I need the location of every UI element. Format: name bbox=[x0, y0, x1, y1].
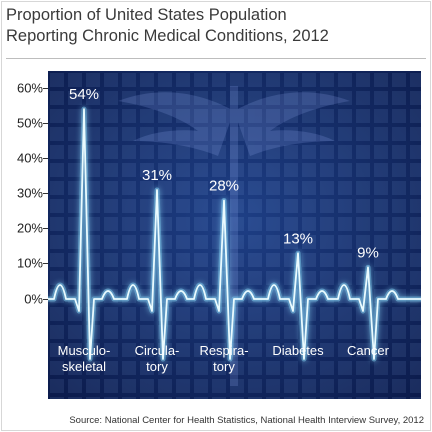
chart-title: Proportion of United States Population R… bbox=[6, 5, 426, 47]
data-label-3: 13% bbox=[283, 230, 313, 247]
chart-title-line-1: Proportion of United States Population bbox=[6, 6, 287, 24]
ecg-waveform-line bbox=[48, 108, 421, 360]
chart-title-line-2: Reporting Chronic Medical Conditions, 20… bbox=[6, 27, 329, 45]
category-label-1-line-0: Circula- bbox=[135, 343, 180, 358]
y-tick-mark-20 bbox=[43, 228, 48, 229]
category-label-1-line-1: tory bbox=[146, 359, 168, 374]
y-tick-label-40: 40% bbox=[16, 150, 43, 166]
y-tick-mark-30 bbox=[43, 193, 48, 194]
category-label-0-line-1: skeletal bbox=[62, 359, 106, 374]
y-tick-label-50: 50% bbox=[16, 115, 43, 131]
category-label-2-line-1: tory bbox=[213, 359, 235, 374]
y-tick-label-20: 20% bbox=[16, 220, 43, 236]
category-label-2-line-0: Respira- bbox=[199, 343, 248, 358]
y-tick-mark-50 bbox=[43, 123, 48, 124]
category-label-0-line-0: Musculo- bbox=[58, 343, 111, 358]
category-label-3-line-0: Diabetes bbox=[272, 343, 324, 358]
y-tick-mark-10 bbox=[43, 263, 48, 264]
data-label-4: 9% bbox=[357, 244, 379, 261]
y-tick-label-60: 60% bbox=[16, 80, 43, 96]
chart-plot-area: 54% Musculo-skeletal 31% Circula-tory 28% Res… bbox=[48, 71, 421, 399]
data-label-2: 28% bbox=[209, 178, 239, 195]
data-label-1: 31% bbox=[142, 167, 172, 184]
y-tick-label-10: 10% bbox=[16, 255, 43, 271]
caduceus-watermark bbox=[118, 86, 350, 386]
title-divider bbox=[6, 58, 426, 59]
y-axis: 60% 50% 40% 30% 20% 10% 0% bbox=[0, 0, 50, 432]
y-tick-mark-60 bbox=[43, 88, 48, 89]
plot-background bbox=[48, 71, 421, 399]
y-tick-label-30: 30% bbox=[16, 185, 43, 201]
y-tick-label-0: 0% bbox=[24, 291, 43, 307]
background-grid bbox=[50, 73, 421, 399]
category-label-4-line-0: Cancer bbox=[347, 343, 390, 358]
y-tick-mark-0 bbox=[43, 299, 48, 300]
chart-source-note: Source: National Center for Health Stati… bbox=[69, 415, 424, 426]
data-label-0: 54% bbox=[69, 86, 99, 103]
y-tick-mark-40 bbox=[43, 158, 48, 159]
